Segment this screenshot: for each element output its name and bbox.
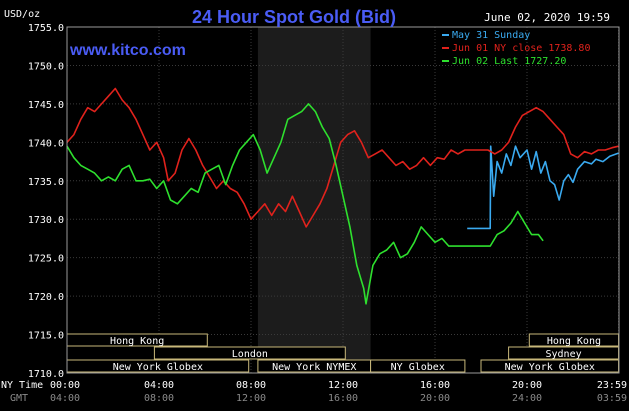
ny-time-row-label: NY Time: [1, 380, 43, 391]
session-label: Sydney: [546, 349, 582, 360]
y-tick-label: 1750.0: [28, 61, 64, 72]
session-label: Hong Kong: [547, 336, 601, 347]
x-tick-label-gmt: 12:00: [236, 393, 266, 404]
x-tick-label-gmt: 24:00: [512, 393, 542, 404]
session-label: London: [232, 349, 268, 360]
x-tick-label-ny: 04:00: [144, 380, 174, 391]
x-tick-label-ny: 23:59: [597, 380, 627, 391]
y-tick-label: 1725.0: [28, 254, 64, 265]
chart-title: 24 Hour Spot Gold (Bid): [192, 7, 396, 27]
units-label: USD/oz: [4, 9, 40, 20]
session-label: New York NYMEX: [272, 362, 356, 373]
x-tick-label-ny: 16:00: [420, 380, 450, 391]
legend-swatch: [442, 60, 449, 62]
price-series-group: [66, 87, 619, 305]
y-axis: 1755.0 1750.0 1745.0 1740.0 1735.0 1730.0 1725…: [28, 23, 64, 380]
y-tick-label: 1730.0: [28, 215, 64, 226]
y-tick-label: 1720.0: [28, 292, 64, 303]
x-tick-label-gmt: 20:00: [420, 393, 450, 404]
x-tick-label-ny: 12:00: [328, 380, 358, 391]
y-tick-label: 1745.0: [28, 100, 64, 111]
gmt-row-label: GMT: [10, 393, 28, 404]
session-label: New York Globex: [505, 362, 595, 373]
series-line: [467, 145, 619, 230]
nymex-session-shading: [257, 27, 371, 373]
y-tick-label: 1740.0: [28, 138, 64, 149]
x-tick-label-ny: 20:00: [512, 380, 542, 391]
timestamp: June 02, 2020 19:59: [484, 11, 610, 24]
legend-entry: Jun 02 Last 1727.20: [452, 56, 566, 67]
y-tick-label: 1710.0: [28, 369, 64, 380]
x-axis: 00:00 04:00 04:00 08:00 08:00 12:00 12:00 16:00…: [50, 380, 627, 404]
market-session-bands: Hong Kong Hong Kong London Sydney New York G…: [66, 333, 620, 373]
legend-entry: May 31 Sunday: [452, 30, 530, 41]
x-tick-label-ny: 00:00: [50, 380, 80, 391]
legend-entry: Jun 01 NY close 1738.80: [452, 43, 590, 54]
y-tick-label: 1755.0: [28, 23, 64, 34]
session-band: [153, 346, 346, 360]
x-tick-label-gmt: 04:00: [50, 393, 80, 404]
y-tick-label: 1735.0: [28, 177, 64, 188]
session-label: NY Globex: [391, 362, 445, 373]
website-label[interactable]: www.kitco.com: [69, 42, 186, 59]
gridlines: [67, 27, 620, 373]
legend-swatch: [442, 47, 449, 49]
x-tick-label-ny: 08:00: [236, 380, 266, 391]
series-line: [66, 87, 619, 228]
session-band: [370, 359, 466, 373]
session-label: New York Globex: [113, 362, 203, 373]
session-label: Hong Kong: [110, 336, 164, 347]
x-tick-label-gmt: 03:59: [597, 393, 627, 404]
x-tick-label-gmt: 16:00: [328, 393, 358, 404]
legend-swatch: [442, 34, 449, 36]
series-line: [66, 103, 544, 305]
legend: May 31 Sunday Jun 01 NY close 1738.80 Ju…: [442, 30, 590, 67]
y-tick-label: 1715.0: [28, 331, 64, 342]
plot-frame: [66, 26, 620, 374]
x-tick-label-gmt: 08:00: [144, 393, 174, 404]
